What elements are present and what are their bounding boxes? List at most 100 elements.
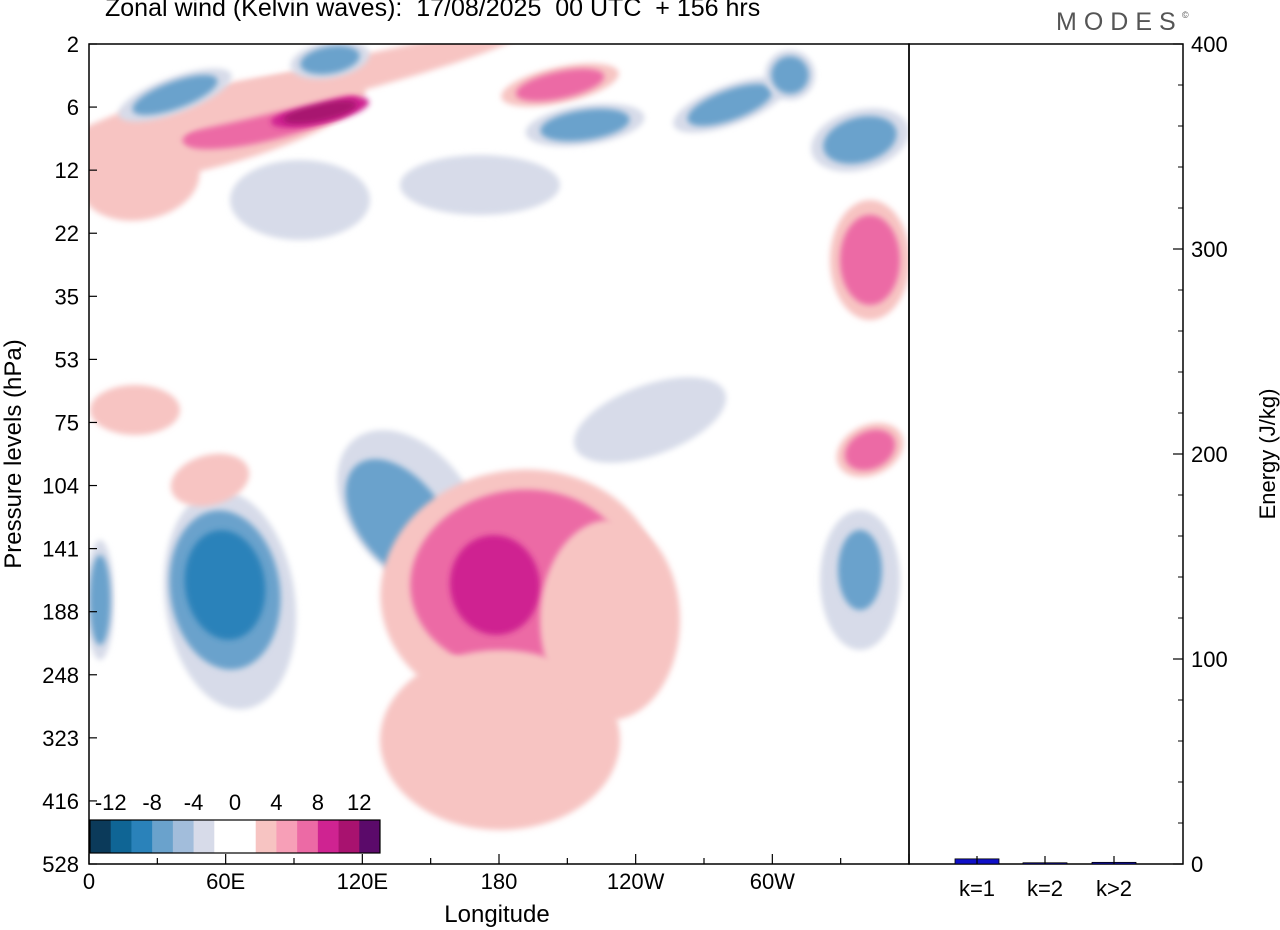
x-tick-label: 180	[481, 869, 518, 894]
colorbar-swatch	[90, 820, 112, 853]
colorbar-label: 12	[347, 790, 371, 815]
bar-category-label: k=1	[959, 876, 995, 901]
x-tick-label: 120W	[607, 869, 665, 894]
contour-level-neg12	[184, 530, 266, 640]
contour-level-neg8	[823, 116, 897, 164]
colorbar-label: 4	[270, 790, 282, 815]
contour-level-neg8	[687, 84, 773, 126]
contour-blob	[89, 44, 524, 147]
contour-level-4	[540, 520, 680, 720]
contour-blob	[400, 155, 560, 215]
colorbar-swatch	[297, 820, 319, 853]
contour-blob	[830, 200, 909, 320]
colorbar-swatch	[193, 820, 215, 853]
contour-level-neg8	[132, 75, 218, 115]
energy-tick-label: 0	[1191, 852, 1203, 877]
contour-level-4	[90, 385, 180, 435]
colorbar-swatch	[152, 820, 174, 853]
contour-blob	[89, 540, 114, 660]
contour-blob	[290, 44, 370, 80]
energy-bar-chart: 0 100 200 300 400 Energy (J/kg) k=1 k=2 k>2	[954, 32, 1280, 901]
colorbar-label: 8	[312, 790, 324, 815]
y-tick-label: 416	[42, 789, 79, 814]
y-tick-label: 6	[67, 95, 79, 120]
contour-blob	[89, 139, 200, 221]
brand-logo: MODES	[1056, 8, 1183, 36]
y-tick-label: 53	[55, 347, 79, 372]
y-tick-label: 323	[42, 726, 79, 751]
bar-category-label: k>2	[1096, 876, 1132, 901]
colorbar-swatch	[235, 820, 257, 853]
contour-blob	[673, 77, 787, 133]
x-tick-label: 60W	[750, 869, 795, 894]
colorbar-swatch	[255, 820, 277, 853]
contour-level-8	[844, 429, 896, 471]
colorbar-label: -12	[95, 790, 127, 815]
contour-blob	[118, 68, 232, 122]
contour-level-neg8	[771, 56, 809, 94]
colorbar-frame	[89, 819, 381, 854]
contour-blob	[501, 63, 619, 107]
brand-copyright-mark: ©	[1182, 10, 1189, 20]
colorbar-swatch	[131, 820, 153, 853]
y-axis-label: Pressure levels (hPa)	[0, 339, 27, 568]
contour-blob	[170, 453, 250, 507]
contour-blob	[836, 422, 904, 478]
y-tick-label: 104	[42, 474, 79, 499]
energy-tick-label: 400	[1191, 32, 1228, 57]
colorbar: -12 -8 -4 0 4 8 12	[89, 790, 381, 854]
energy-tick-label: 300	[1191, 237, 1228, 262]
contour-blob	[811, 108, 909, 172]
contour-level-4	[89, 139, 200, 221]
chart-title: Zonal wind (Kelvin waves): 17/08/2025 00…	[105, 0, 761, 22]
contour-blob	[525, 103, 645, 147]
y-tick-label: 12	[55, 158, 79, 183]
x-tick-label: 60E	[206, 869, 245, 894]
energy-tick-label: 200	[1191, 442, 1228, 467]
colorbar-swatch	[338, 820, 360, 853]
heatmap-field	[89, 44, 909, 864]
contour-level-4	[380, 650, 620, 830]
y-tick-label: 75	[55, 410, 79, 435]
x-tick-label: 0	[83, 869, 95, 894]
contour-blob	[230, 160, 370, 240]
contour-level-neg8	[540, 108, 630, 142]
contour-level-neg4	[573, 377, 727, 463]
contour-blob	[765, 50, 815, 100]
contour-level-neg4	[230, 160, 370, 240]
colorbar-swatch	[276, 820, 298, 853]
energy-tick-label: 100	[1191, 647, 1228, 672]
colorbar-swatch	[110, 820, 132, 853]
bar-category-label: k=2	[1027, 876, 1063, 901]
contour-level-8	[840, 215, 900, 305]
colorbar-swatch	[214, 820, 236, 853]
contour-level-neg4	[400, 155, 560, 215]
y-tick-label: 2	[67, 32, 79, 57]
colorbar-swatch	[359, 820, 381, 853]
contour-level-16	[283, 100, 357, 124]
colorbar-swatch	[317, 820, 340, 853]
contour-level-neg8	[300, 45, 360, 75]
contour-level-8	[515, 68, 605, 102]
contour-level-4	[89, 44, 524, 147]
contour-level-neg8	[89, 555, 111, 645]
x-axis-label: Longitude	[444, 901, 549, 928]
energy-axis-label: Energy (J/kg)	[1255, 389, 1280, 520]
contour-blob	[540, 520, 680, 720]
contour-blob	[573, 377, 727, 463]
y-tick-label: 141	[42, 537, 79, 562]
contour-level-12	[449, 535, 541, 635]
y-tick-label: 35	[55, 284, 79, 309]
contour-blob	[90, 385, 180, 435]
colorbar-swatch	[172, 820, 195, 853]
colorbar-label: -4	[184, 790, 204, 815]
y-tick-label: 188	[42, 600, 79, 625]
contour-blob	[163, 490, 297, 710]
contour-level-4	[170, 453, 250, 507]
bar-frame	[908, 43, 1184, 865]
x-tick-label: 120E	[337, 869, 388, 894]
contour-blob	[820, 510, 900, 650]
y-tick-label: 22	[55, 221, 79, 246]
